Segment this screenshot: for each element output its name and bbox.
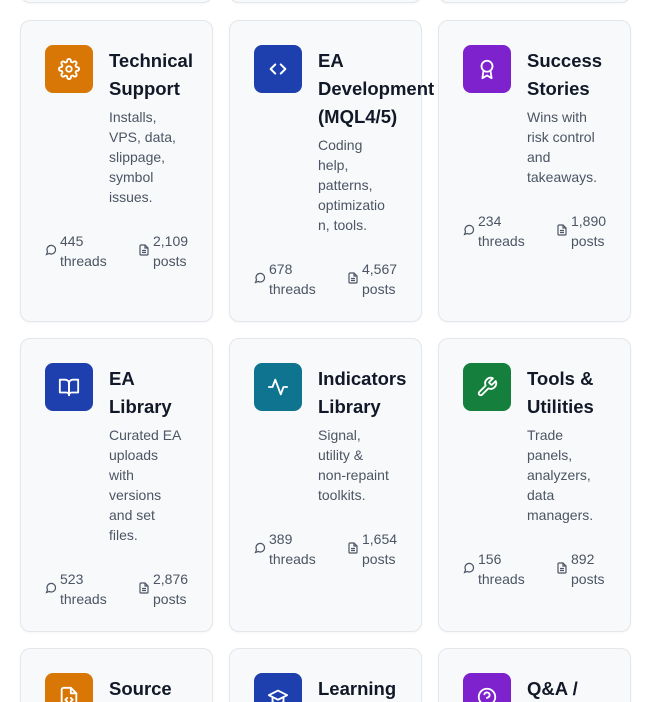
gear-icon bbox=[58, 58, 80, 80]
category-card-partial[interactable] bbox=[20, 0, 213, 3]
threads-count: 234 threads bbox=[463, 211, 525, 251]
message-icon bbox=[254, 542, 266, 554]
category-title[interactable]: EA Library bbox=[109, 368, 172, 417]
threads-count: 523 threads bbox=[45, 569, 107, 609]
threads-count: 678 threads bbox=[254, 259, 316, 299]
category-description: Signal, utility & non-repaint toolkits. bbox=[318, 427, 389, 503]
posts-count: 1,654 posts bbox=[347, 529, 397, 569]
document-icon bbox=[139, 582, 149, 594]
category-icon bbox=[463, 363, 511, 411]
category-card-indicators-library[interactable]: Indicators Library Signal, utility & non-re… bbox=[229, 338, 422, 632]
category-title[interactable]: EA Development (MQL4/5) bbox=[318, 50, 435, 127]
category-icon bbox=[45, 45, 93, 93]
document-icon bbox=[557, 562, 567, 574]
message-icon bbox=[254, 272, 266, 284]
category-icon bbox=[254, 673, 302, 702]
category-description: Wins with risk control and takeaways. bbox=[527, 109, 598, 185]
document-icon bbox=[557, 224, 567, 236]
category-title[interactable]: Technical Support bbox=[109, 50, 193, 99]
posts-count: 2,876 posts bbox=[138, 569, 188, 609]
message-icon bbox=[45, 244, 57, 256]
threads-count: 156 threads bbox=[463, 549, 525, 589]
category-card-partial[interactable] bbox=[229, 0, 422, 3]
message-icon bbox=[463, 224, 475, 236]
category-card-ea-library[interactable]: EA Library Curated EA uploads with versions a… bbox=[20, 338, 213, 632]
threads-count: 445 threads bbox=[45, 231, 107, 271]
posts-count: 1,890 posts bbox=[556, 211, 606, 251]
category-title[interactable]: Q&A / bbox=[527, 678, 578, 699]
graduation-cap-icon bbox=[267, 689, 289, 702]
document-icon bbox=[348, 272, 358, 284]
posts-count: 892 posts bbox=[556, 549, 604, 589]
document-icon bbox=[348, 542, 358, 554]
posts-count: 2,109 posts bbox=[138, 231, 188, 271]
category-description: Curated EA uploads with versions and set file… bbox=[109, 427, 182, 543]
message-icon bbox=[45, 582, 57, 594]
category-card-tools-utilities[interactable]: Tools & Utilities Trade panels, analyzers, d… bbox=[438, 338, 631, 632]
book-icon bbox=[58, 378, 80, 397]
document-icon bbox=[139, 244, 149, 256]
category-card-success-stories[interactable]: Success Stories Wins with risk control and t… bbox=[438, 20, 631, 322]
category-icon bbox=[45, 673, 93, 702]
category-icon bbox=[254, 45, 302, 93]
category-icon bbox=[463, 45, 511, 93]
category-title[interactable]: Tools & Utilities bbox=[527, 368, 594, 417]
category-title[interactable]: Indicators Library bbox=[318, 368, 407, 417]
category-icon bbox=[45, 363, 93, 411]
award-icon bbox=[480, 59, 494, 80]
category-title[interactable]: Learning bbox=[318, 678, 397, 699]
category-title[interactable]: Success Stories bbox=[527, 50, 603, 99]
category-description: Coding help, patterns, optimizatio n, tools. bbox=[318, 137, 385, 233]
category-card-partial[interactable] bbox=[438, 0, 631, 3]
category-icon bbox=[463, 673, 511, 702]
category-card-technical-support[interactable]: Technical Support Installs, VPS, data, slip… bbox=[20, 20, 213, 322]
category-card-learning[interactable]: Learning bbox=[229, 648, 422, 702]
posts-count: 4,567 posts bbox=[347, 259, 397, 299]
category-card-source[interactable]: Source bbox=[20, 648, 213, 702]
activity-icon bbox=[267, 378, 289, 396]
file-code-icon bbox=[60, 686, 78, 702]
code-icon bbox=[269, 63, 287, 75]
message-icon bbox=[463, 562, 475, 574]
threads-count: 389 threads bbox=[254, 529, 316, 569]
category-card-qa[interactable]: Q&A / bbox=[438, 648, 631, 702]
category-title[interactable]: Source bbox=[109, 678, 172, 699]
category-card-ea-development[interactable]: EA Development (MQL4/5) Coding help, pattern… bbox=[229, 20, 434, 322]
category-description: Installs, VPS, data, slippage, symbol issues… bbox=[109, 109, 176, 205]
category-icon bbox=[254, 363, 302, 411]
help-circle-icon bbox=[477, 687, 497, 702]
wrench-icon bbox=[477, 376, 498, 397]
category-description: Trade panels, analyzers, data managers. bbox=[527, 427, 594, 523]
